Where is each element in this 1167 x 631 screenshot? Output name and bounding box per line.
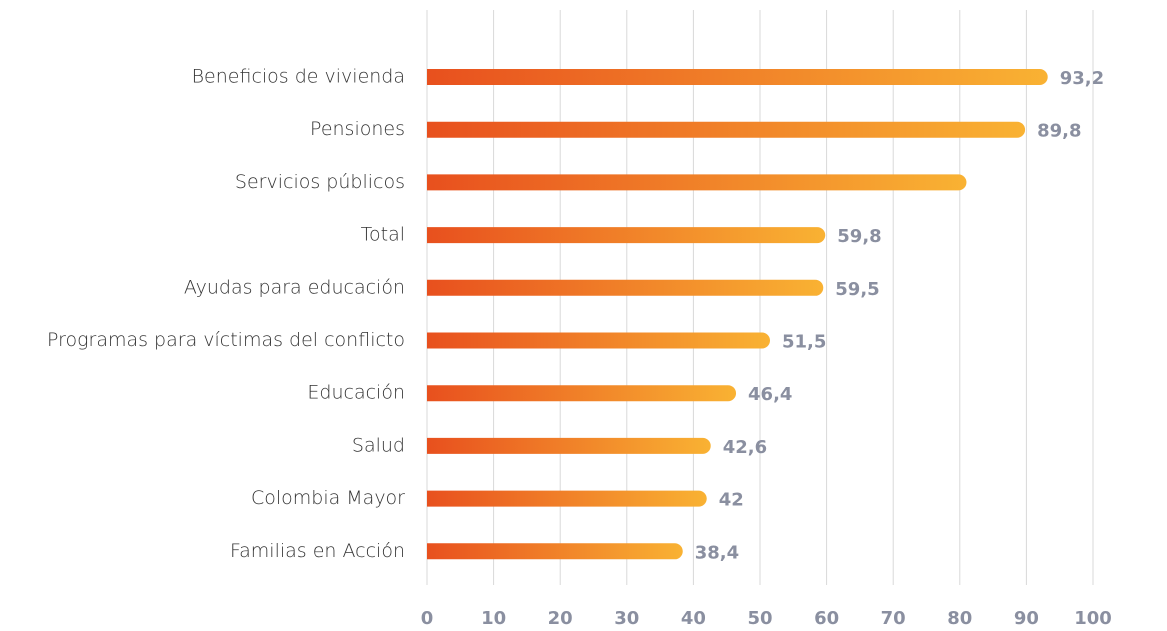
value-label: 42,6	[723, 437, 767, 458]
value-label: 51,5	[782, 332, 826, 353]
value-label: 93,2	[1060, 68, 1104, 89]
y-tick-label: Familias en Acción	[230, 540, 405, 562]
bar	[427, 69, 1048, 85]
y-tick-label: Programas para víctimas del conflicto	[47, 329, 405, 351]
bar	[427, 543, 683, 560]
bar	[427, 490, 707, 507]
y-tick-label: Total	[361, 224, 405, 246]
value-label: 59,8	[837, 226, 881, 247]
bar	[427, 437, 711, 454]
x-tick-label: 50	[747, 608, 772, 629]
x-tick-label: 80	[947, 608, 972, 629]
x-tick-label: 90	[1014, 608, 1039, 629]
y-tick-label: Beneficios de vivienda	[192, 66, 405, 88]
y-tick-label: Ayudas para educación	[184, 276, 405, 298]
value-label: 38,4	[695, 542, 739, 563]
bar	[427, 385, 737, 402]
value-label: 59,5	[835, 279, 879, 300]
y-tick-label: Educación	[307, 382, 405, 404]
value-label: 89,8	[1037, 121, 1081, 142]
x-tick-label: 60	[814, 608, 839, 629]
x-tick-label: 0	[421, 608, 434, 629]
x-tick-label: 40	[681, 608, 706, 629]
x-tick-label: 10	[481, 608, 506, 629]
x-tick-label: 100	[1074, 608, 1112, 629]
y-tick-label: Salud	[352, 434, 405, 456]
value-label: 46,4	[748, 384, 792, 405]
value-label: 42	[719, 490, 744, 511]
y-tick-label: Pensiones	[310, 118, 405, 140]
bar	[427, 227, 826, 244]
x-tick-label: 70	[881, 608, 906, 629]
y-tick-label: Colombia Mayor	[251, 487, 405, 509]
bar	[427, 279, 824, 296]
bar	[427, 332, 770, 349]
bar	[427, 174, 967, 191]
y-tick-label: Servicios públicos	[235, 171, 405, 193]
x-tick-label: 30	[614, 608, 639, 629]
bar	[427, 121, 1026, 138]
x-tick-label: 20	[548, 608, 573, 629]
